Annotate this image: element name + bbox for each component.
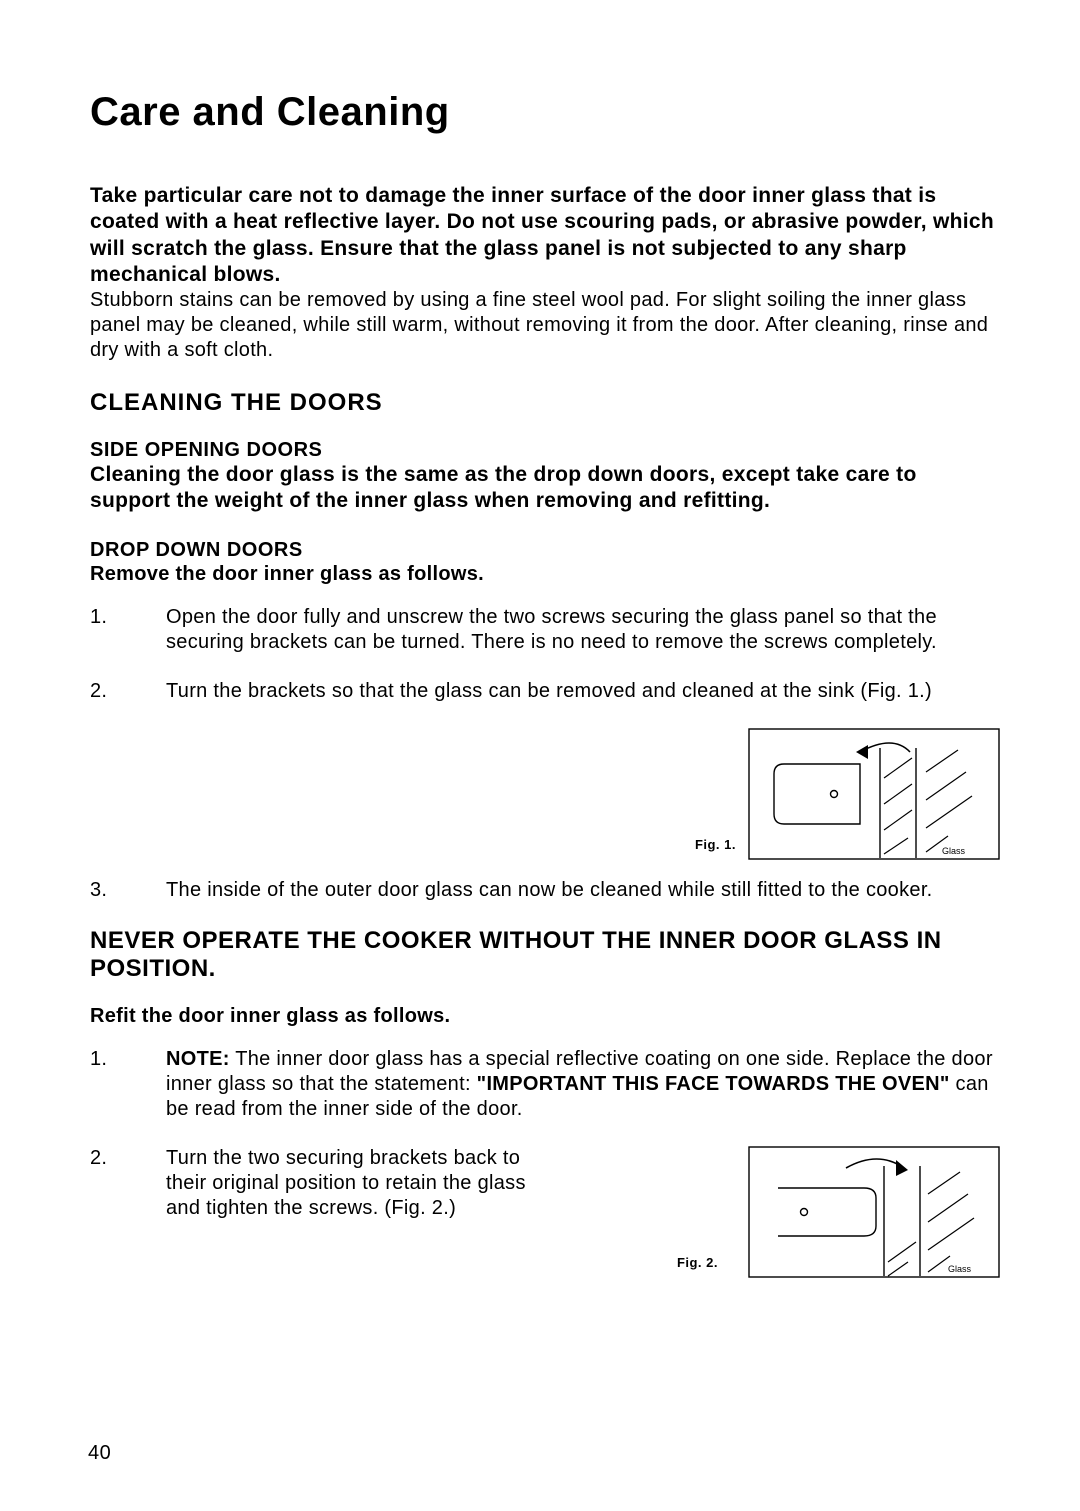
remove-steps-list-cont: 3. The inside of the outer door glass ca… xyxy=(90,878,1000,903)
intro-warning-bold: Take particular care not to damage the i… xyxy=(90,183,1000,288)
remove-steps-list: 1. Open the door fully and unscrew the t… xyxy=(90,605,1000,704)
warning-never-operate: NEVER OPERATE THE COOKER WITHOUT THE INN… xyxy=(90,927,1000,985)
figure-1-row: Fig. 1. Glass xyxy=(90,728,1000,860)
list-item: 1. Open the door fully and unscrew the t… xyxy=(90,605,1000,655)
list-item: 3. The inside of the outer door glass ca… xyxy=(90,878,1000,903)
side-opening-body: Cleaning the door glass is the same as t… xyxy=(90,462,1000,515)
important-face-label: "IMPORTANT THIS FACE TOWARDS THE OVEN" xyxy=(477,1073,950,1095)
list-item: 2. Turn the two securing brackets back t… xyxy=(90,1146,647,1221)
step-number: 2. xyxy=(90,679,166,704)
step-text: Turn the two securing brackets back to t… xyxy=(166,1146,546,1221)
figure-2-label: Fig. 2. xyxy=(677,1255,718,1278)
list-item: 1. NOTE: The inner door glass has a spec… xyxy=(90,1047,1000,1122)
step-text: The inside of the outer door glass can n… xyxy=(166,878,1000,903)
section-heading-cleaning-doors: CLEANING THE DOORS xyxy=(90,389,1000,417)
intro-body: Stubborn stains can be removed by using … xyxy=(90,288,1000,363)
figure-1-diagram: Glass xyxy=(748,728,1000,860)
refit-steps-list: 1. NOTE: The inner door glass has a spec… xyxy=(90,1047,1000,1122)
step-text: NOTE: The inner door glass has a special… xyxy=(166,1047,1000,1122)
step-number: 1. xyxy=(90,1047,166,1122)
figure-2-diagram: Glass xyxy=(748,1146,1000,1278)
page-title: Care and Cleaning xyxy=(90,90,1000,135)
refit-step2-row: 2. Turn the two securing brackets back t… xyxy=(90,1146,1000,1278)
list-item: 2. Turn the brackets so that the glass c… xyxy=(90,679,1000,704)
step-number: 2. xyxy=(90,1146,166,1221)
drop-down-sub: Remove the door inner glass as follows. xyxy=(90,562,1000,587)
step-text: Turn the brackets so that the glass can … xyxy=(166,679,1000,704)
step-text: Open the door fully and unscrew the two … xyxy=(166,605,1000,655)
note-label: NOTE: xyxy=(166,1048,230,1070)
refit-sub: Refit the door inner glass as follows. xyxy=(90,1004,1000,1029)
glass-label: Glass xyxy=(942,846,966,856)
subheading-side-opening: SIDE OPENING DOORS xyxy=(90,439,1000,462)
step-number: 1. xyxy=(90,605,166,655)
glass-label: Glass xyxy=(948,1264,972,1274)
subheading-drop-down: DROP DOWN DOORS xyxy=(90,539,1000,562)
page-number: 40 xyxy=(88,1442,111,1465)
step-number: 3. xyxy=(90,878,166,903)
figure-1-label: Fig. 1. xyxy=(695,837,736,860)
